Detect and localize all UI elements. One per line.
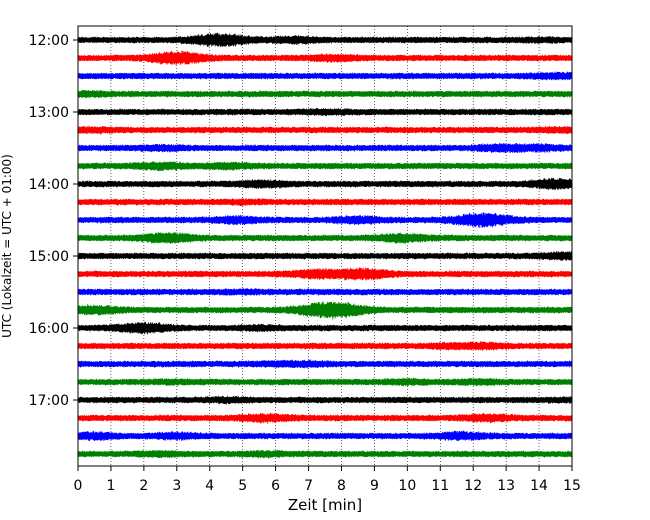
trace-1300	[77, 107, 573, 117]
trace-1245	[77, 89, 573, 99]
trace-1430	[77, 212, 573, 228]
x-tick-label-9: 9	[370, 478, 379, 494]
trace-1500	[77, 250, 573, 262]
seismic-traces	[77, 32, 573, 459]
x-tick-label-12: 12	[464, 478, 482, 494]
trace-1445	[77, 232, 573, 244]
trace-1215	[77, 50, 573, 66]
y-tick-label-1700: 17:00	[29, 393, 69, 409]
x-tick-label-15: 15	[563, 478, 581, 494]
trace-1330	[77, 142, 573, 154]
x-axis-ticks: 0 1 2 3 4 5 6 7 8 9 10 11 12 13 14 15	[74, 466, 581, 494]
trace-1700	[77, 395, 573, 405]
trace-1545	[77, 301, 573, 320]
x-tick-label-4: 4	[205, 478, 214, 494]
trace-1200	[77, 32, 573, 48]
trace-1230	[77, 71, 573, 81]
x-tick-label-0: 0	[74, 478, 83, 494]
y-tick-label-1200: 12:00	[29, 33, 69, 49]
x-tick-label-2: 2	[139, 478, 148, 494]
trace-1530	[77, 288, 573, 296]
trace-1345	[77, 161, 573, 172]
trace-1600	[77, 321, 573, 335]
y-axis-ticks: 12:00 13:00 14:00 15:00 16:00 17:00	[29, 33, 78, 409]
x-tick-label-6: 6	[271, 478, 280, 494]
trace-1715	[77, 412, 573, 424]
y-tick-label-1600: 16:00	[29, 321, 69, 337]
trace-1515	[77, 267, 573, 281]
y-tick-label-1500: 15:00	[29, 249, 69, 265]
trace-1745	[77, 449, 573, 459]
x-tick-label-14: 14	[530, 478, 548, 494]
y-tick-label-1400: 14:00	[29, 177, 69, 193]
vertical-grid	[110, 26, 540, 466]
x-tick-label-8: 8	[337, 478, 346, 494]
trace-1615	[77, 341, 573, 351]
x-tick-label-13: 13	[497, 478, 515, 494]
y-tick-label-1300: 13:00	[29, 105, 69, 121]
x-tick-label-10: 10	[398, 478, 416, 494]
trace-1415	[77, 198, 573, 207]
x-tick-label-5: 5	[238, 478, 247, 494]
x-tick-label-3: 3	[172, 478, 181, 494]
trace-1315	[77, 125, 573, 135]
x-tick-label-7: 7	[304, 478, 313, 494]
x-tick-label-11: 11	[431, 478, 449, 494]
trace-1645	[77, 377, 573, 387]
trace-1400	[77, 177, 573, 191]
x-tick-label-1: 1	[106, 478, 115, 494]
x-axis-title: Zeit [min]	[288, 496, 362, 514]
y-axis-title: UTC (Lokalzeit = UTC + 01:00)	[0, 154, 14, 338]
trace-1630	[77, 359, 573, 369]
plot-frame	[77, 25, 573, 467]
trace-1730	[77, 430, 573, 442]
